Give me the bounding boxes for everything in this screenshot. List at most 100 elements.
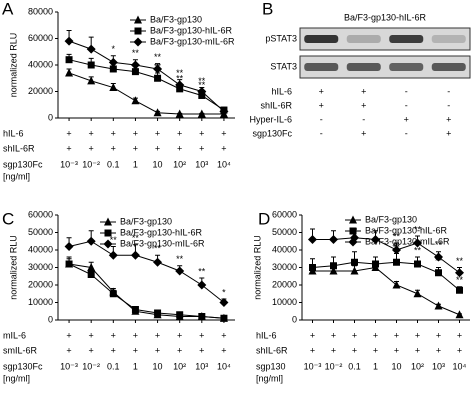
- row-symbol: +: [199, 143, 204, 153]
- marker: [154, 309, 162, 317]
- series-line: [68, 263, 224, 319]
- x-tick-label: 1: [133, 361, 138, 371]
- significance-label: **: [456, 275, 464, 285]
- row-label: hIL-6: [271, 86, 292, 96]
- row-symbol: -: [405, 100, 408, 110]
- legend-label: Ba/F3-gp130-mIL-6R: [365, 236, 450, 246]
- y-axis-label: normalized RLU: [252, 235, 262, 300]
- marker: [413, 289, 422, 298]
- marker: [64, 36, 74, 46]
- x-tick-label: 10³: [195, 159, 208, 169]
- row-symbol: -: [447, 86, 450, 96]
- y-tick-label: 10000: [272, 297, 297, 307]
- x-tick-label: 10⁻²: [82, 361, 100, 371]
- marker: [131, 96, 140, 105]
- significance-label: **: [176, 68, 184, 78]
- x-tick-label: 0.1: [107, 159, 120, 169]
- row-symbol: +: [221, 345, 226, 355]
- row-symbol: +: [373, 345, 378, 355]
- y-tick-label: 60000: [28, 209, 53, 219]
- blot-band: [304, 63, 339, 71]
- x-axis-label: sgp130Fc: [3, 159, 43, 169]
- marker: [434, 252, 443, 262]
- row-symbol: +: [331, 345, 336, 355]
- row-symbol: +: [310, 345, 315, 355]
- y-tick-label: 40000: [272, 244, 297, 254]
- marker: [131, 68, 139, 76]
- row-symbol: +: [457, 330, 462, 340]
- blot-band: [389, 63, 424, 71]
- significance-label: **: [154, 244, 162, 254]
- significance-label: **: [154, 52, 162, 62]
- row-symbol: +: [319, 100, 324, 110]
- row-symbol: +: [361, 128, 366, 138]
- blot-band: [431, 35, 466, 43]
- panel-label: D: [258, 209, 270, 228]
- row-symbol: +: [457, 345, 462, 355]
- significance-label: **: [393, 231, 401, 241]
- x-tick-label: 10⁴: [453, 361, 467, 371]
- marker: [414, 260, 421, 268]
- blot-band: [346, 35, 381, 43]
- significance-label: **: [176, 254, 184, 264]
- x-axis-label: [ng/ml]: [256, 373, 283, 383]
- y-tick-label: 40000: [28, 59, 53, 69]
- panel-label: C: [2, 209, 14, 228]
- significance-label: **: [414, 224, 422, 234]
- row-symbol: +: [133, 345, 138, 355]
- row-symbol: +: [66, 330, 71, 340]
- marker: [413, 238, 422, 248]
- row-label: smIL-6R: [3, 345, 38, 355]
- marker: [108, 250, 118, 260]
- row-symbol: +: [177, 345, 182, 355]
- marker: [351, 258, 358, 266]
- row-symbol: +: [404, 114, 409, 124]
- y-tick-label: 50000: [28, 227, 53, 237]
- x-axis-label: sgp130Fc: [3, 361, 43, 371]
- row-label: shIL-6R: [3, 143, 35, 153]
- row-symbol: +: [89, 330, 94, 340]
- row-symbol: +: [221, 143, 226, 153]
- band-label: pSTAT3: [265, 33, 297, 43]
- marker: [455, 268, 464, 278]
- x-tick-label: 10³: [432, 361, 445, 371]
- row-symbol: +: [331, 330, 336, 340]
- significance-label: **: [132, 233, 140, 243]
- significance-label: **: [435, 240, 443, 250]
- blot-band: [431, 63, 466, 71]
- legend-label: Ba/F3-gp130: [120, 216, 172, 226]
- row-symbol: +: [446, 128, 451, 138]
- x-tick-label: 10: [153, 159, 163, 169]
- marker: [371, 235, 380, 244]
- legend-marker: [134, 27, 142, 35]
- x-tick-label: 10⁻³: [304, 361, 322, 371]
- marker: [434, 301, 443, 310]
- x-tick-label: 1: [133, 159, 138, 169]
- y-tick-label: 20000: [272, 279, 297, 289]
- significance-label: *: [222, 287, 226, 297]
- marker: [86, 236, 96, 246]
- row-symbol: +: [415, 330, 420, 340]
- y-tick-label: 0: [292, 314, 297, 324]
- y-tick-label: 50000: [272, 227, 297, 237]
- legend-marker: [133, 37, 143, 47]
- blot-strip: [299, 27, 471, 51]
- x-tick-label: 0.1: [107, 361, 120, 371]
- marker: [350, 266, 359, 275]
- row-symbol: -: [405, 128, 408, 138]
- marker: [329, 235, 338, 244]
- marker: [65, 68, 74, 77]
- row-symbol: +: [394, 345, 399, 355]
- x-tick-label: 10: [391, 361, 401, 371]
- y-axis-label: normalized RLU: [8, 33, 18, 98]
- marker: [87, 76, 96, 85]
- y-tick-label: 10000: [28, 297, 53, 307]
- x-tick-label: 10²: [173, 159, 186, 169]
- x-tick-label: 10²: [173, 361, 186, 371]
- row-symbol: -: [447, 100, 450, 110]
- row-symbol: +: [89, 143, 94, 153]
- blot-title: Ba/F3-gp130-hIL-6R: [344, 12, 427, 22]
- row-symbol: -: [405, 86, 408, 96]
- marker: [220, 314, 228, 322]
- x-tick-label: 10⁴: [217, 159, 231, 169]
